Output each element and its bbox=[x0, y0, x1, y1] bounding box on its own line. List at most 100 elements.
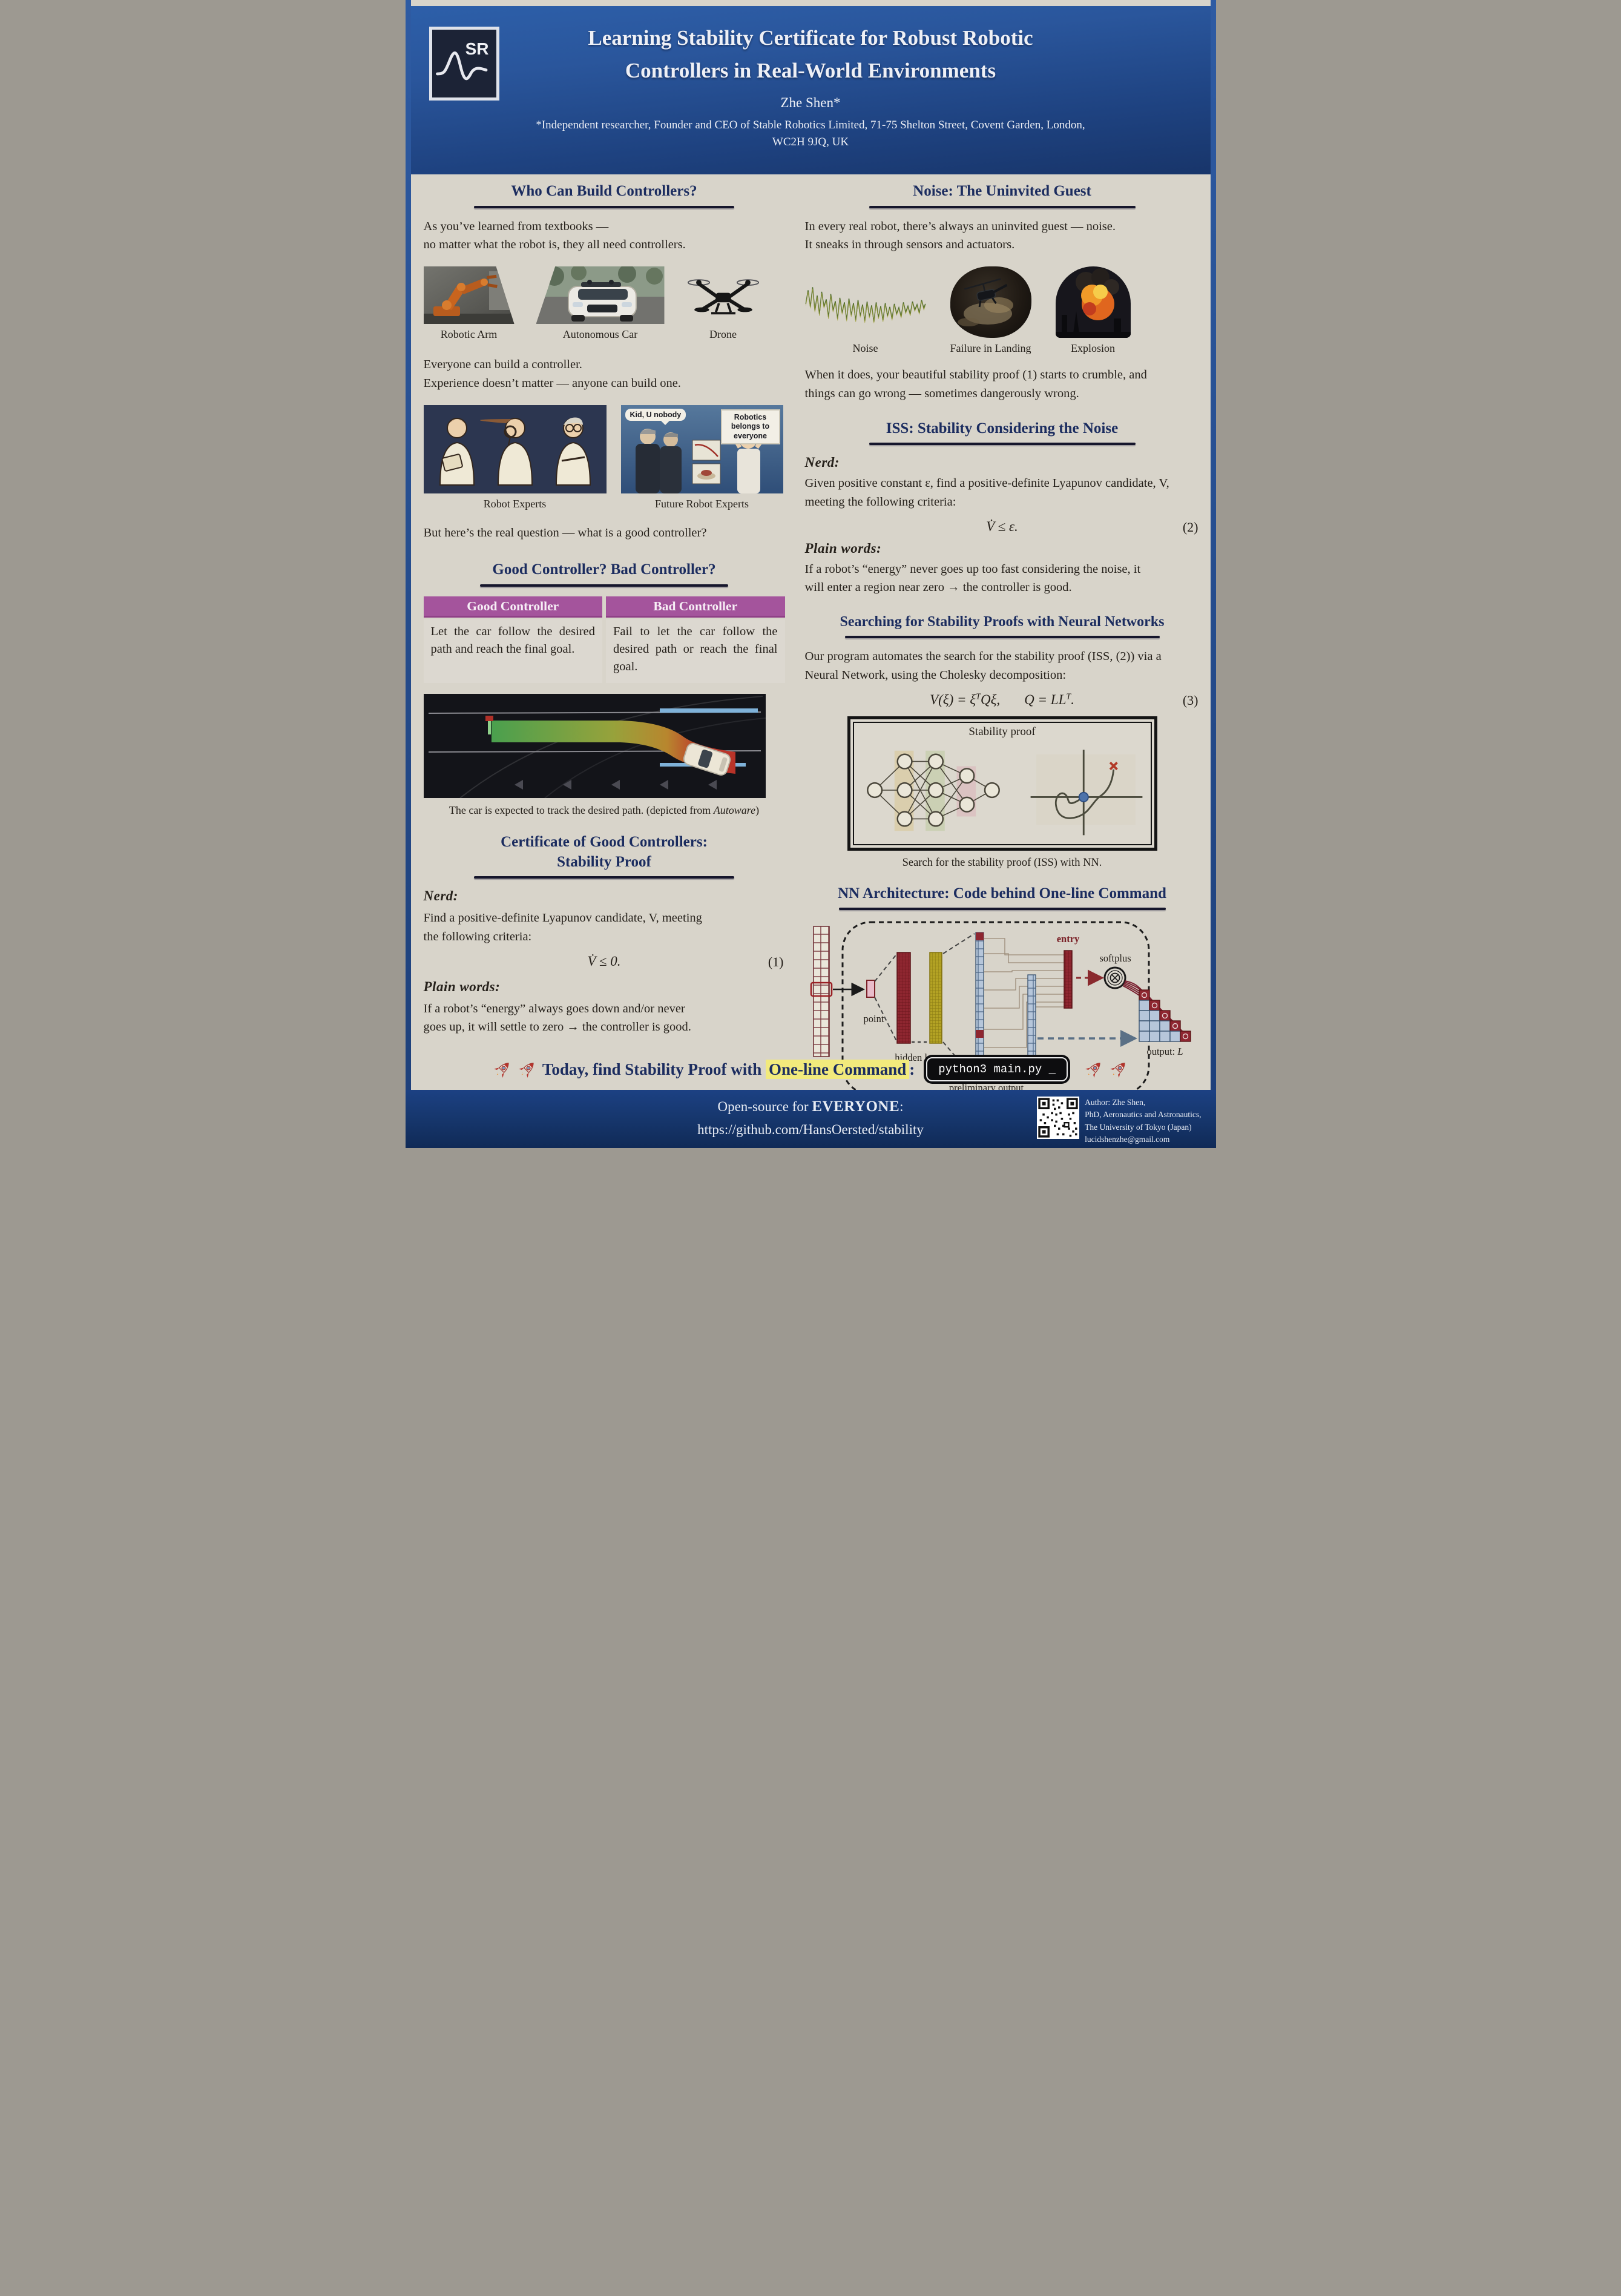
speech-bubble: Kid, U nobody bbox=[625, 408, 686, 425]
footer-author-text: Author: Zhe Shen, PhD, Aeronautics and A… bbox=[1085, 1097, 1201, 1146]
cert-plain-line2: goes up, it will settle to zero → the co… bbox=[423, 1020, 691, 1034]
iss-plain-text: If a robot’s “energy” never goes up too … bbox=[805, 560, 1200, 598]
open-source-everyone: EVERYONE bbox=[812, 1098, 900, 1115]
heading-rule bbox=[474, 205, 734, 208]
arch-label-point: point bbox=[863, 1013, 884, 1025]
robot-examples-row bbox=[423, 266, 785, 324]
certificate-heading-line1: Certificate of Good Controllers: bbox=[501, 834, 708, 851]
affiliation-line-1: *Independent researcher, Founder and CEO… bbox=[536, 118, 1085, 131]
caption-text: The car is expected to track the desired… bbox=[449, 804, 714, 817]
robot-experts-illustration bbox=[423, 404, 607, 493]
open-source-block: Open-source for EVERYONE: https://github… bbox=[697, 1095, 924, 1140]
rocket-icon bbox=[518, 1063, 534, 1078]
poster-left-border bbox=[405, 0, 411, 1148]
robot-experts-image bbox=[423, 404, 607, 493]
who-paragraph-2: Everyone can build a controller. Experie… bbox=[424, 355, 785, 393]
iss-plain-line2: will enter a region near zero → the cont… bbox=[804, 581, 1072, 595]
label-noise: Noise bbox=[852, 342, 878, 354]
good-controller-cell: Let the car follow the desired path and … bbox=[423, 619, 602, 684]
footer-author-line3: The University of Tokyo (Japan) bbox=[1085, 1122, 1192, 1132]
banner-colon: : bbox=[909, 1060, 915, 1078]
equation-2-row: V̇ ≤ ε. (2) bbox=[805, 519, 1200, 535]
stability-box-caption: Search for the stability proof (ISS) wit… bbox=[902, 856, 1102, 869]
header-band: SR Learning Stability Certificate for Ro… bbox=[410, 6, 1211, 174]
terminal-command: python3 main.py _ bbox=[926, 1057, 1068, 1081]
search-paragraph: Our program automates the search for the… bbox=[805, 647, 1200, 685]
search-p-line1: Our program automates the search for the… bbox=[804, 650, 1162, 664]
iss-nerd-label: Nerd: bbox=[804, 455, 840, 470]
section-heading-who: Who Can Build Controllers? bbox=[511, 183, 697, 199]
neural-network-diagram bbox=[866, 750, 1000, 831]
robotic-arm-illustration bbox=[423, 266, 515, 324]
noise-p1-line1: In every real robot, there’s always an u… bbox=[804, 219, 1116, 233]
stability-proof-figures bbox=[858, 740, 1147, 842]
open-source-line1: Open-source for EVERYONE: bbox=[697, 1095, 924, 1119]
label-drone: Drone bbox=[709, 328, 737, 340]
section-heading-goodbad: Good Controller? Bad Controller? bbox=[492, 561, 716, 578]
robotic-arm-image bbox=[423, 266, 515, 324]
who-p2-line2: Experience doesn’t matter — anyone can b… bbox=[423, 376, 681, 390]
who-paragraph-3: But here’s the real question — what is a… bbox=[423, 526, 707, 539]
bad-controller-cell: Fail to let the car follow the desired p… bbox=[606, 619, 785, 684]
iss-plain-label: Plain words: bbox=[804, 540, 882, 556]
eq3-part3: Q = LL bbox=[1024, 691, 1067, 707]
poster-title: Learning Stability Certificate for Robus… bbox=[515, 22, 1106, 88]
plain-words-label: Plain words: bbox=[423, 978, 501, 994]
open-source-colon: : bbox=[899, 1099, 904, 1114]
wave-icon bbox=[435, 51, 487, 81]
affiliation: *Independent researcher, Founder and CEO… bbox=[439, 117, 1183, 151]
poster-right-border bbox=[1210, 0, 1216, 1148]
logo-text: SR bbox=[465, 39, 489, 58]
iss-nerd-text: Given positive constant ε, find a positi… bbox=[805, 474, 1200, 512]
caption-close: ) bbox=[755, 804, 760, 817]
section-heading-certificate: Certificate of Good Controllers: Stabili… bbox=[424, 833, 785, 872]
heading-rule bbox=[869, 443, 1136, 445]
eq3-part1: V(ξ) = ξ bbox=[930, 691, 976, 707]
one-line-command-banner: Today, find Stability Proof with One-lin… bbox=[406, 1055, 1216, 1084]
cert-nerd-line1: Find a positive-definite Lyapunov candid… bbox=[423, 911, 702, 925]
good-controller-header: Good Controller bbox=[423, 596, 602, 618]
banner-text: Today, find Stability Proof with One-lin… bbox=[542, 1059, 915, 1079]
helicopter-crash-illustration bbox=[957, 278, 1013, 326]
noise-p2-line1: When it does, your beautiful stability p… bbox=[804, 368, 1147, 381]
failure-landing-image bbox=[950, 266, 1031, 338]
label-failure-in-landing: Failure in Landing bbox=[950, 342, 1031, 354]
stability-proof-box: Stability proof bbox=[847, 716, 1157, 851]
github-url: https://github.com/HansOersted/stability bbox=[697, 1121, 924, 1137]
noise-examples-row bbox=[805, 266, 1200, 338]
section-heading-search: Searching for Stability Proofs with Neur… bbox=[840, 614, 1165, 630]
stability-proof-box-title: Stability proof bbox=[968, 725, 1036, 738]
arch-label-softplus: softplus bbox=[1099, 952, 1131, 965]
footer-author-line2: PhD, Aeronautics and Astronautics, bbox=[1085, 1110, 1202, 1120]
nerd-label: Nerd: bbox=[423, 888, 458, 904]
car-tracking-simulation-image bbox=[423, 694, 766, 799]
eq3-sup2: T bbox=[1066, 692, 1071, 702]
certificate-plain-text: If a robot’s “energy” always goes down a… bbox=[424, 1000, 785, 1037]
iss-nerd-line1: Given positive constant ε, find a positi… bbox=[804, 477, 1169, 490]
eq3-part4: . bbox=[1071, 691, 1074, 707]
controller-table-header: Good Controller Bad Controller bbox=[423, 596, 785, 618]
explosion-illustration bbox=[1055, 268, 1131, 338]
heading-rule bbox=[480, 584, 728, 587]
author-name: Zhe Shen* bbox=[780, 94, 841, 110]
iss-plain-line1: If a robot’s “energy” never goes up too … bbox=[804, 562, 1141, 576]
banner-prefix: Today, find Stability Proof with bbox=[542, 1060, 762, 1078]
equation-2: V̇ ≤ ε. bbox=[986, 518, 1018, 534]
certificate-heading-line2: Stability Proof bbox=[557, 853, 651, 870]
noise-paragraph-1: In every real robot, there’s always an u… bbox=[805, 217, 1200, 255]
who-p2-line1: Everyone can build a controller. bbox=[423, 358, 582, 371]
heading-rule bbox=[844, 636, 1160, 639]
terminal-box: python3 main.py _ bbox=[924, 1055, 1071, 1084]
label-robot-experts: Robot Experts bbox=[483, 497, 547, 510]
explosion-image bbox=[1055, 266, 1131, 338]
label-explosion: Explosion bbox=[1070, 342, 1115, 354]
arch-label-entry: entry bbox=[1056, 933, 1080, 945]
footer-band: Open-source for EVERYONE: https://github… bbox=[405, 1090, 1216, 1148]
label-robotic-arm: Robotic Arm bbox=[440, 328, 498, 340]
future-robot-experts-image: Kid, U nobody Robotics belongs to everyo… bbox=[620, 404, 783, 493]
arch-label-output-italic: L bbox=[1177, 1046, 1183, 1058]
equation-3-row: V(ξ) = ξTQξ, Q = LLT. (3) bbox=[805, 692, 1200, 708]
eq3-part2: Qξ, bbox=[980, 691, 1001, 707]
stable-robotics-logo: SR bbox=[429, 27, 499, 101]
label-autonomous-car: Autonomous Car bbox=[562, 328, 638, 340]
